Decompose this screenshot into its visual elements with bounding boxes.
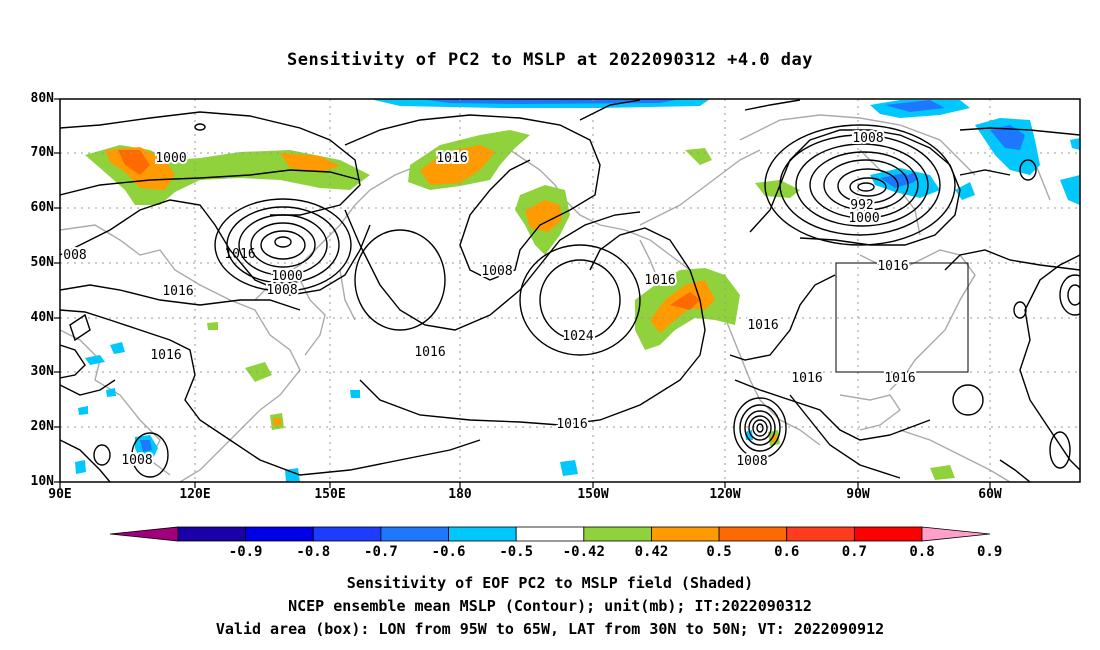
colorbar-cell <box>177 526 247 542</box>
contour-label: 1016 <box>224 247 255 262</box>
lat-label: 10N <box>30 474 54 489</box>
colorbar-cell <box>380 526 449 542</box>
colorbar-label: -0.8 <box>296 544 331 560</box>
contour-label: 1008 <box>266 283 297 298</box>
valid-area-box <box>835 262 969 373</box>
caption-valid-area: Valid area (box): LON from 95W to 65W, L… <box>215 620 885 638</box>
lon-label: 90E <box>48 487 72 502</box>
contour-label: 1008 <box>736 454 767 469</box>
colorbar-label: 0.7 <box>841 544 867 560</box>
colorbar-cell <box>312 526 382 542</box>
lon-label: 150E <box>314 487 346 502</box>
colorbar-cell <box>651 526 720 542</box>
contour-labels: 1000 1016 1008 1016 1000 1008 1016 1016 … <box>61 129 917 471</box>
lat-label: 20N <box>30 419 54 434</box>
contour-label: 1008 <box>852 131 883 146</box>
colorbar-cell <box>448 526 517 542</box>
lon-label: 180 <box>448 487 472 502</box>
colorbar-label: -0.6 <box>431 544 466 560</box>
colorbar-label: 0.5 <box>706 544 732 560</box>
lon-label: 60W <box>978 487 1002 502</box>
colorbar-label: -0.9 <box>228 544 263 560</box>
contour-label: 1016 <box>414 345 445 360</box>
contour-label: 1008 <box>121 453 152 468</box>
contour-label: 1000 <box>155 151 186 166</box>
lat-label: 70N <box>30 145 54 160</box>
colorbar-extend-low <box>109 526 179 542</box>
colorbar-cell <box>853 526 923 542</box>
colorbar-label: 0.42 <box>634 544 669 560</box>
contour-label: 1016 <box>556 417 587 432</box>
contour-label: 1016 <box>644 273 675 288</box>
contour-label: 1008 <box>481 264 512 279</box>
lat-label: 30N <box>30 364 54 379</box>
contour-label: 1016 <box>877 259 908 274</box>
contour-label: 1000 <box>848 211 879 226</box>
colorbar-cell <box>583 526 652 542</box>
colorbar-cell <box>245 526 314 542</box>
caption-contour: NCEP ensemble mean MSLP (Contour); unit(… <box>288 597 812 615</box>
lon-label: 120W <box>709 487 741 502</box>
caption-shading: Sensitivity of EOF PC2 to MSLP field (Sh… <box>346 574 754 592</box>
contour-label: 1016 <box>884 371 915 386</box>
contour-label: 1016 <box>747 318 778 333</box>
contour-label: 1016 <box>436 151 467 166</box>
lat-label: 80N <box>30 91 54 106</box>
mslp-contours <box>60 99 1080 482</box>
colorbar-label: 0.9 <box>976 544 1003 560</box>
lat-label: 50N <box>30 255 54 270</box>
colorbar-cell <box>515 526 585 542</box>
contour-label: 992 <box>850 198 873 213</box>
contour-label: 1016 <box>162 284 193 299</box>
contour-label: 1024 <box>562 329 593 344</box>
contour-label: 1016 <box>150 348 181 363</box>
lat-label: 40N <box>30 310 54 325</box>
colorbar-label: -0.42 <box>562 544 605 560</box>
contour-label: 008 <box>63 248 86 263</box>
contour-label: 1000 <box>271 269 302 284</box>
lat-label: 60N <box>30 200 54 215</box>
grid-lines <box>60 99 1080 482</box>
colorbar-label: -0.5 <box>499 544 534 560</box>
colorbar-extend-high <box>921 526 991 542</box>
colorbar-label: -0.7 <box>364 544 398 560</box>
colorbar-cell <box>718 526 788 542</box>
contour-label: 1016 <box>791 371 822 386</box>
colorbar-cell <box>786 526 855 542</box>
map-title: Sensitivity of PC2 to MSLP at 2022090312… <box>286 50 813 70</box>
lon-label: 150W <box>577 487 609 502</box>
axis-ticks <box>54 98 991 488</box>
lon-label: 120E <box>179 487 211 502</box>
colorbar-label: 0.6 <box>774 544 800 560</box>
lon-label: 90W <box>846 487 870 502</box>
colorbar-label: 0.8 <box>909 544 935 560</box>
plot-frame <box>59 98 1081 483</box>
sensitivity-shading <box>75 99 1080 482</box>
